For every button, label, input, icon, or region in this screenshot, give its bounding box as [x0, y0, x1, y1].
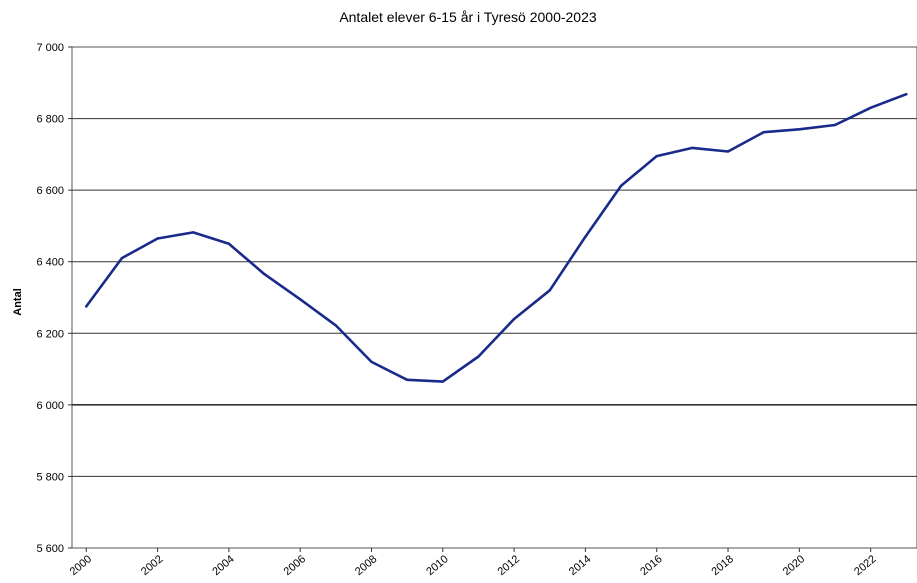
data-point-2009: [405, 378, 409, 381]
data-point-2022: [869, 106, 872, 110]
data-point-2001: [120, 256, 124, 260]
y-tick-label-6800: 6 800: [36, 114, 64, 126]
series-group: [85, 92, 908, 383]
data-point-2014: [584, 235, 587, 238]
x-tick-label-2020: 2020: [781, 553, 807, 578]
data-point-2004: [227, 242, 231, 245]
data-point-2010: [441, 380, 444, 383]
y-tick-label-6200: 6 200: [36, 328, 64, 340]
chart-title: Antalet elever 6-15 år i Tyresö 2000-202…: [339, 9, 597, 25]
x-tick-label-2022: 2022: [852, 553, 878, 578]
y-tick-label-6400: 6 400: [36, 257, 64, 269]
y-tick-label-5800: 5 800: [36, 471, 64, 483]
x-tick-label-2008: 2008: [353, 553, 379, 578]
x-tick-label-2004: 2004: [210, 553, 236, 578]
series-line-0: [85, 92, 908, 383]
data-point-2006: [299, 298, 302, 301]
y-tick-label-6600: 6 600: [36, 185, 64, 197]
data-point-2018: [726, 150, 730, 153]
data-point-2012: [512, 317, 516, 321]
data-point-2008: [370, 360, 373, 364]
y-axis-label: Antal: [12, 288, 24, 316]
x-tick-label-2018: 2018: [709, 553, 735, 578]
x-tick-label-2010: 2010: [424, 553, 450, 578]
x-axis-ticks: 2000 2002 2004 2006 2008 2010 2012 2014 2016 2018…: [68, 548, 879, 578]
data-point-2002: [156, 237, 159, 240]
data-point-2000: [85, 305, 88, 308]
x-tick-label-2006: 2006: [282, 553, 308, 578]
x-tick-label-2000: 2000: [68, 553, 94, 578]
y-tick-label-6000: 6 000: [36, 400, 64, 412]
data-point-2016: [655, 154, 658, 158]
data-point-2020: [798, 128, 801, 131]
data-point-2005: [263, 273, 266, 276]
data-point-2007: [334, 324, 337, 327]
data-point-2003: [192, 231, 195, 234]
data-point-2021: [833, 123, 837, 127]
x-tick-label-2014: 2014: [567, 553, 593, 578]
data-point-2019: [762, 131, 765, 134]
data-point-2023: [905, 93, 908, 96]
plot-area: [71, 46, 917, 549]
data-point-2013: [548, 289, 551, 292]
plot-border: [71, 46, 917, 549]
x-tick-label-2002: 2002: [139, 553, 165, 578]
data-point-2017: [691, 146, 694, 150]
y-axis-ticks: 5 600 5 800 6 000 6 200 6 400 6 600 6 800 7 000: [36, 42, 72, 555]
gridlines: [72, 118, 917, 477]
data-point-2015: [619, 184, 623, 187]
y-tick-label-7000: 7 000: [36, 42, 64, 54]
y-tick-label-5600: 5 600: [36, 543, 64, 555]
data-point-2011: [477, 355, 480, 358]
x-tick-label-2012: 2012: [496, 553, 522, 578]
x-tick-label-2016: 2016: [638, 553, 664, 578]
